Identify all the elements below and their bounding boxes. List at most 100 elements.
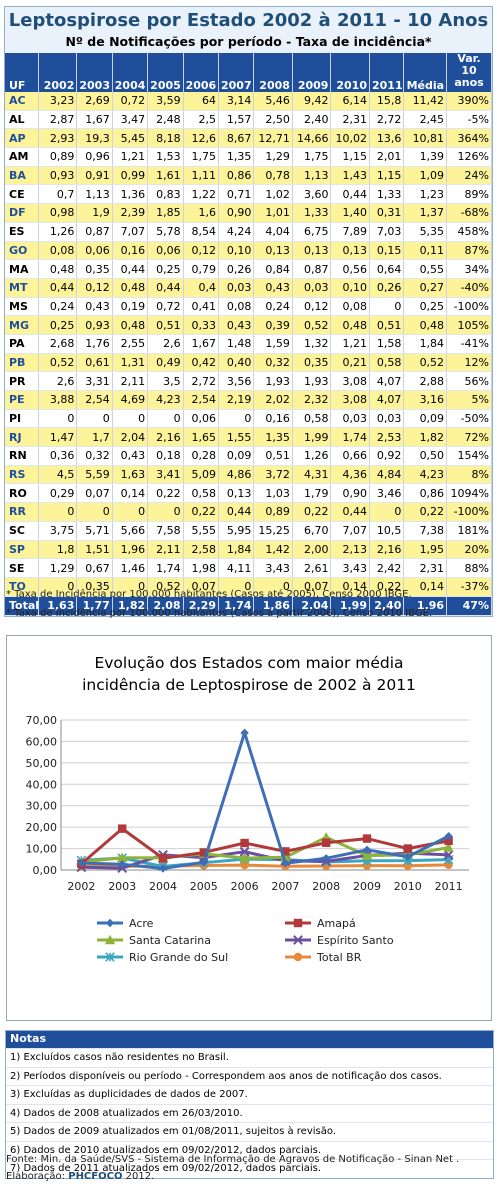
data-point: [362, 834, 372, 843]
table-cell: 1,48: [218, 334, 255, 354]
table-cell: 0,21: [330, 353, 370, 373]
table-cell: 1,36: [112, 184, 149, 205]
table-cell: 1,23: [403, 184, 448, 205]
line-chart-panel: Evolução dos Estados com maior média inci…: [6, 635, 492, 1021]
table-cell: 0,7: [38, 184, 78, 205]
table-cell: 154%: [446, 446, 492, 466]
table-cell: 2,19: [218, 390, 255, 410]
source-line: Fonte: Min. da Saúde/SVS - Sistema de In…: [6, 1154, 460, 1165]
table-cell: 0,15: [369, 241, 405, 261]
x-tick-label: 2008: [312, 880, 340, 893]
legend-marker: [105, 918, 115, 928]
table-cell: 2,50: [253, 110, 293, 130]
table-cell: 1,03: [253, 483, 293, 504]
table-cell: 0: [112, 502, 149, 522]
table-cell: 1,57: [218, 110, 255, 130]
table-cell: 5,46: [253, 92, 293, 111]
table-cell: 34%: [446, 259, 492, 279]
table-cell: 0,08: [218, 297, 255, 317]
table-cell: 0,25: [38, 315, 78, 335]
table-cell: 5,78: [147, 222, 184, 242]
table-cell: 1,15: [330, 147, 370, 167]
state-code-cell: RR: [5, 502, 39, 522]
table-cell: 2,40: [292, 110, 332, 130]
state-code-cell: AM: [5, 147, 39, 167]
column-header: 2008: [253, 53, 293, 92]
table-cell: 3,59: [147, 92, 184, 111]
table-cell: 1,43: [330, 166, 370, 186]
table-cell: 2,68: [38, 334, 78, 354]
table-cell: 2,45: [403, 110, 448, 130]
table-cell: 0,31: [369, 203, 405, 223]
data-point: [158, 854, 168, 863]
series-line: [81, 835, 449, 864]
table-cell: 2,00: [292, 540, 332, 560]
table-cell: 0,58: [292, 409, 332, 429]
state-code-cell: RJ: [5, 427, 39, 448]
table-cell: 0,22: [147, 483, 184, 504]
table-cell: 1,79: [292, 483, 332, 504]
table-cell: -68%: [446, 203, 492, 223]
table-row: MG 0,25 0,93 0,48 0,51 0,33 0,43 0,39 0,52 0,48 0,…: [5, 315, 492, 335]
elaboration-label: Elaboração:: [6, 1171, 69, 1182]
legend-label: Amapá: [317, 917, 356, 930]
state-code-cell: PE: [5, 390, 39, 410]
table-cell: 0: [218, 409, 255, 429]
table-cell: 0,87: [76, 222, 113, 242]
column-header: 2002: [38, 53, 78, 92]
table-cell: 19,3: [76, 128, 113, 149]
table-cell: 4,11: [218, 558, 255, 578]
table-cell: 0: [218, 577, 255, 597]
table-cell: 5,45: [112, 128, 149, 149]
table-cell: 4,36: [330, 465, 370, 485]
table-cell: 0,35: [292, 353, 332, 373]
column-header: 2006: [183, 53, 219, 92]
table-cell: 0,43: [76, 297, 113, 317]
table-row: GO 0,08 0,06 0,16 0,06 0,12 0,10 0,13 0,13 0,13 0,…: [5, 241, 492, 261]
table-cell: 0,86: [403, 483, 448, 504]
table-cell: 64: [183, 92, 219, 111]
table-row: AL 2,87 1,67 3,47 2,48 2,5 1,57 2,50 2,40 2,31 2,7…: [5, 110, 492, 130]
table-cell: 1,11: [183, 166, 219, 186]
state-code-cell: MT: [5, 278, 39, 298]
table-cell: 3,08: [330, 390, 370, 410]
table-cell: 1,32: [292, 334, 332, 354]
column-header: UF: [5, 53, 39, 92]
data-point: [403, 844, 412, 853]
legend-marker: [293, 918, 303, 928]
state-code-cell: PA: [5, 334, 39, 354]
table-cell: 1,35: [218, 147, 255, 167]
table-cell: 10,5: [369, 521, 405, 541]
table-cell: 1,67: [76, 110, 113, 130]
table-cell: 2,42: [369, 558, 405, 578]
legend-marker: [104, 934, 116, 945]
table-cell: 0,22: [183, 502, 219, 522]
table-cell: 1,13: [292, 166, 332, 186]
table-cell: 6,14: [330, 92, 370, 111]
table-cell: 0,13: [330, 241, 370, 261]
table-cell: 0,92: [369, 446, 405, 466]
x-tick-label: 2004: [149, 880, 177, 893]
table-cell: 0,51: [147, 315, 184, 335]
table-cell: 1,85: [147, 203, 184, 223]
table-row: BA 0,93 0,91 0,99 1,61 1,11 0,86 0,78 1,13 1,43 1,…: [5, 166, 492, 186]
table-cell: 0: [369, 297, 405, 317]
y-tick-label: 30,00: [26, 800, 58, 813]
table-cell: 12%: [446, 353, 492, 373]
data-point: [117, 852, 128, 862]
table-subtitle: Nº de Notificações por período - Taxa de…: [65, 34, 432, 49]
state-code-cell: BA: [5, 166, 39, 186]
table-cell: 390%: [446, 92, 492, 111]
table-cell: 4,69: [112, 390, 149, 410]
table-cell: 2,11: [147, 540, 184, 560]
state-code-cell: CE: [5, 184, 39, 205]
table-cell: 0,66: [330, 446, 370, 466]
table-cell: 0,64: [369, 259, 405, 279]
table-cell: 56%: [446, 371, 492, 391]
footnote: * Taxa de Incidência por 100.000 habitan…: [6, 608, 433, 619]
table-cell: 1,95: [403, 540, 448, 560]
state-code-cell: RO: [5, 483, 39, 504]
table-cell: 0,24: [38, 297, 78, 317]
table-cell: 0,48: [403, 315, 448, 335]
table-cell: 0,96: [76, 147, 113, 167]
